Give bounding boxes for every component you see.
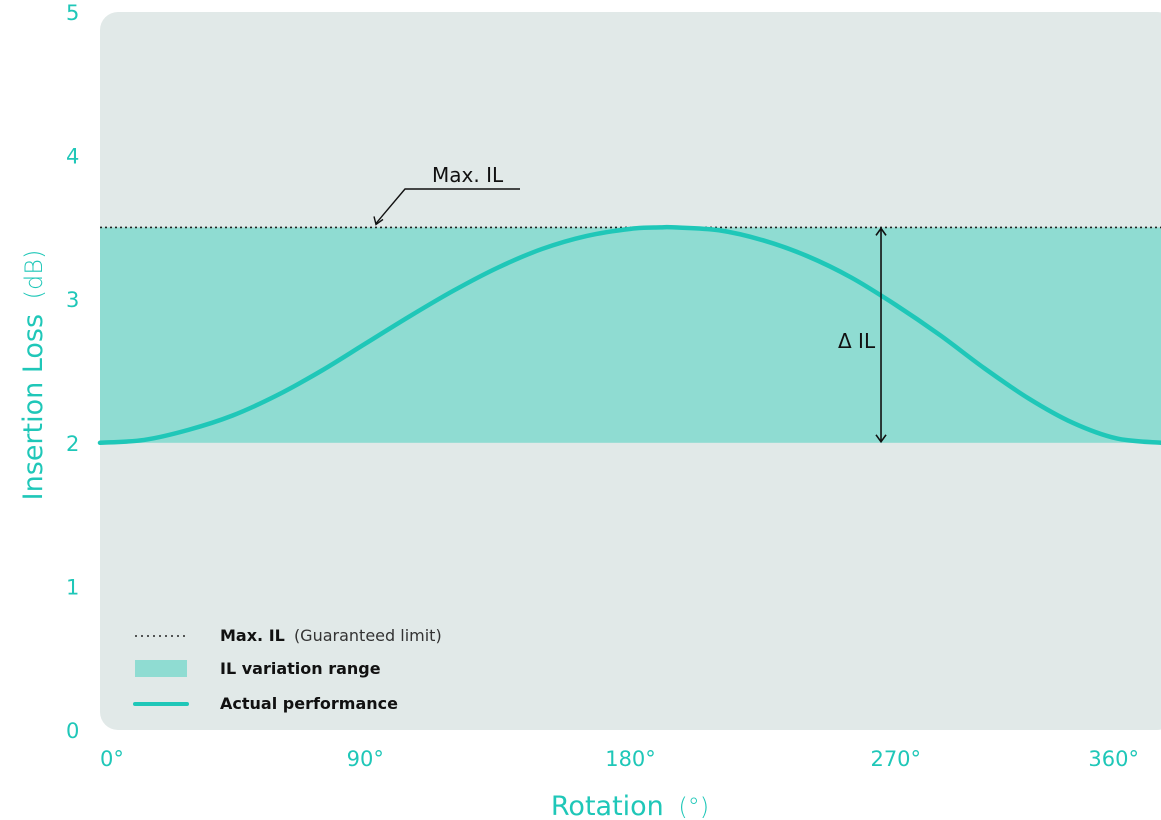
x-axis-title: Rotation (°) [551,791,709,820]
legend-label-il-variation-range: IL variation range [220,659,381,678]
legend: Max. IL (Guaranteed limit) IL variation … [220,626,442,713]
y-tick-label: 2 [66,432,79,456]
y-tick-label: 3 [66,288,79,312]
y-axis-title: Insertion Loss (dB) [18,250,49,501]
delta-il-arrowhead-top [875,227,887,236]
x-tick-label: 360° [1088,747,1139,771]
y-axis-unit: (dB) [20,250,48,300]
x-tick-label: 180° [605,747,656,771]
max-il-annotation-label: Max. IL [432,163,504,187]
y-axis-title-text: Insertion Loss [18,314,49,500]
actual-performance-line [97,224,1161,446]
max-il-leader [375,188,520,224]
x-tick-label: 270° [870,747,921,771]
x-axis-title-text: Rotation [551,791,664,820]
delta-il-arrowhead-bottom [875,434,887,444]
x-tick-label: 90° [347,747,384,771]
legend-label-actual-performance: Actual performance [220,694,398,713]
delta-il-annotation-label: Δ IL [838,329,876,353]
legend-swatch-il-variation-range [135,660,187,677]
x-axis-unit: (°) [678,793,709,820]
x-tick-label: 0° [100,747,124,771]
y-tick-label: 5 [66,1,79,25]
y-tick-label: 0 [66,719,79,743]
y-tick-label: 1 [66,575,79,599]
legend-label-max-il-bold: Max. IL [220,626,285,645]
legend-label-max-il: Max. IL (Guaranteed limit) [220,626,442,645]
max-il-leader-arrowhead [373,216,384,226]
y-tick-label: 4 [66,145,79,169]
il-variation-band [100,227,1161,443]
legend-label-max-il-note: (Guaranteed limit) [294,626,442,645]
